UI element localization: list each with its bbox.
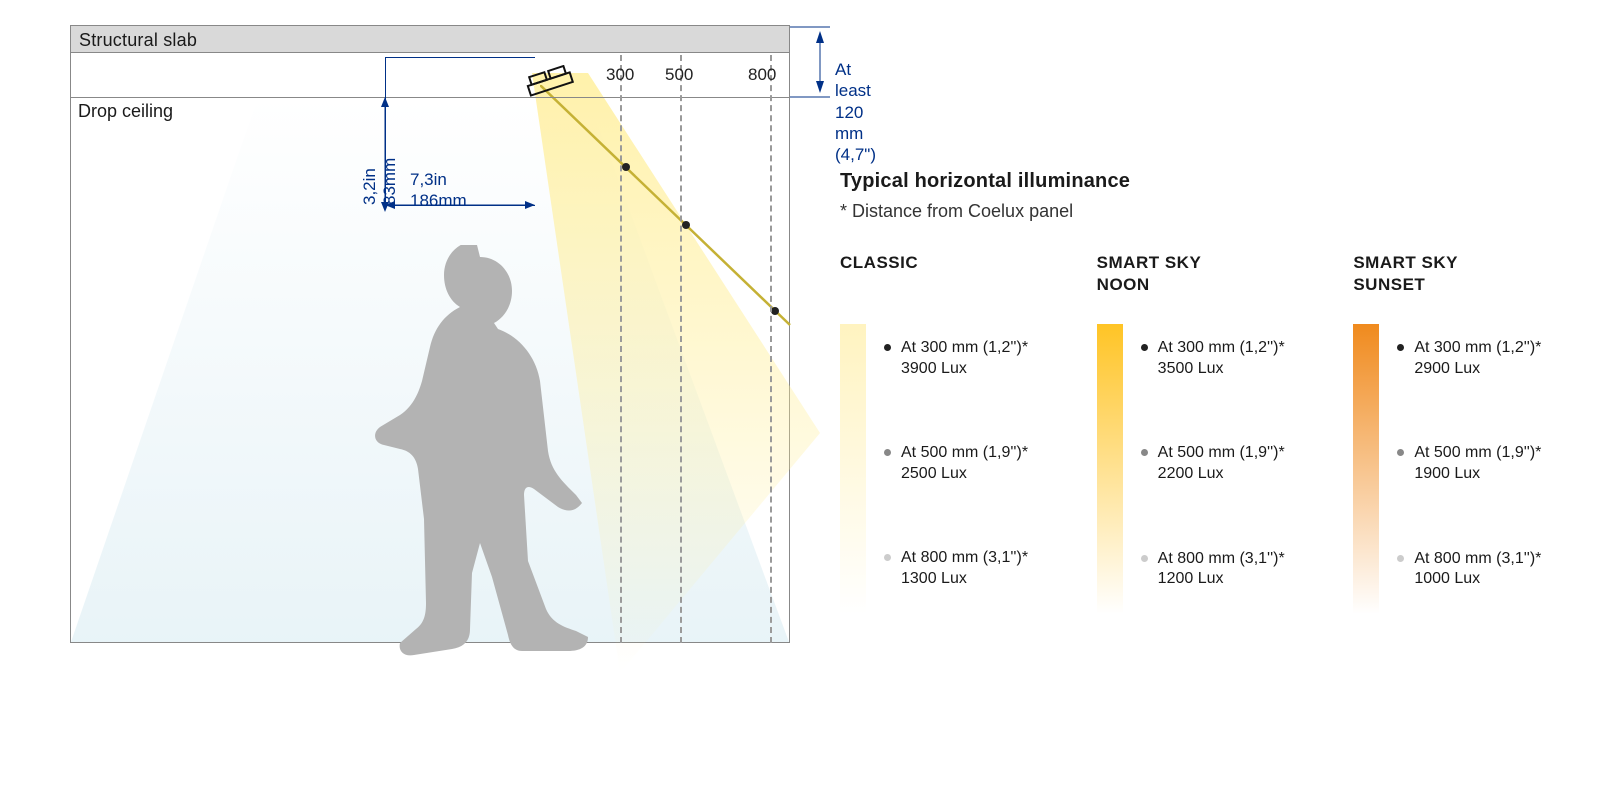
entry-distance: At 500 mm (1,9'')*: [1158, 443, 1285, 464]
entry-lux: 2500 Lux: [901, 464, 1028, 485]
clearance-line1: At least 120 mm: [835, 59, 876, 144]
entries-list: At 300 mm (1,2'')*2900 Lux At 500 mm (1,9…: [1397, 324, 1541, 614]
entry-text: At 300 mm (1,2'')*3900 Lux: [901, 338, 1028, 380]
bullet-dot-icon: [1397, 449, 1404, 456]
entry-lux: 1000 Lux: [1414, 569, 1541, 590]
gradient-bar: [840, 324, 866, 614]
clearance-label: At least 120 mm (4,7"): [835, 59, 876, 165]
structural-slab: Structural slab: [70, 25, 790, 53]
entry-distance: At 800 mm (3,1'')*: [901, 548, 1028, 569]
bullet-dot-icon: [1397, 555, 1404, 562]
entry-text: At 300 mm (1,2'')*3500 Lux: [1158, 338, 1285, 380]
dim-83-arrows: [378, 97, 392, 212]
bullet-dot-icon: [884, 554, 891, 561]
illuminance-entry: At 800 mm (3,1'')*1200 Lux: [1141, 549, 1285, 591]
panel-title: Typical horizontal illuminance: [840, 170, 1560, 193]
entry-lux: 2900 Lux: [1414, 359, 1541, 380]
panel-subtitle: * Distance from Coelux panel: [840, 201, 1560, 222]
column-title: SMART SKYSUNSET: [1353, 252, 1560, 296]
illuminance-entry: At 800 mm (3,1'')*1300 Lux: [884, 548, 1028, 590]
entry-text: At 500 mm (1,9'')*2200 Lux: [1158, 443, 1285, 485]
drop-ceiling-line: [70, 97, 790, 98]
column-title: SMART SKYNOON: [1097, 252, 1304, 296]
dash-line-800: [770, 55, 772, 643]
dim-83-label: 3,2in: [360, 168, 380, 205]
illuminance-column: SMART SKYNOONAt 300 mm (1,2'')*3500 LuxA…: [1097, 252, 1304, 614]
entry-lux: 1200 Lux: [1158, 569, 1285, 590]
illuminance-entry: At 300 mm (1,2'')*3900 Lux: [884, 338, 1028, 380]
distance-label-500: 500: [665, 65, 693, 85]
gradient-bar: [1353, 324, 1379, 614]
entry-text: At 300 mm (1,2'')*2900 Lux: [1414, 338, 1541, 380]
dim-top-line: [385, 57, 535, 58]
entry-lux: 1300 Lux: [901, 569, 1028, 590]
distance-label-800: 800: [748, 65, 776, 85]
entries-list: At 300 mm (1,2'')*3900 Lux At 500 mm (1,9…: [884, 324, 1028, 614]
entry-lux: 1900 Lux: [1414, 464, 1541, 485]
illuminance-entry: At 500 mm (1,9'')*2200 Lux: [1141, 443, 1285, 485]
light-fixture-icon: [518, 65, 582, 101]
entry-distance: At 300 mm (1,2'')*: [1414, 338, 1541, 359]
slab-label: Structural slab: [79, 30, 197, 51]
entry-distance: At 500 mm (1,9'')*: [901, 443, 1028, 464]
entry-text: At 500 mm (1,9'')*1900 Lux: [1414, 443, 1541, 485]
bullet-dot-icon: [884, 344, 891, 351]
dash-line-300: [620, 55, 622, 643]
entry-text: At 500 mm (1,9'')*2500 Lux: [901, 443, 1028, 485]
dim-83-in: 3,2in: [360, 168, 379, 205]
column-body: At 300 mm (1,2'')*3500 Lux At 500 mm (1,9…: [1097, 324, 1304, 614]
installation-diagram: Structural slab Drop ceiling 300 500 800…: [70, 25, 790, 665]
illuminance-entry: At 300 mm (1,2'')*2900 Lux: [1397, 338, 1541, 380]
person-silhouette-icon: [330, 245, 600, 665]
bullet-dot-icon: [1141, 555, 1148, 562]
illuminance-column: CLASSIC At 300 mm (1,2'')*3900 Lux At 500 …: [840, 252, 1047, 614]
distance-label-300: 300: [606, 65, 634, 85]
column-body: At 300 mm (1,2'')*2900 Lux At 500 mm (1,9…: [1353, 324, 1560, 614]
entry-distance: At 300 mm (1,2'')*: [901, 338, 1028, 359]
entry-distance: At 500 mm (1,9'')*: [1414, 443, 1541, 464]
entry-lux: 3500 Lux: [1158, 359, 1285, 380]
bullet-dot-icon: [1141, 449, 1148, 456]
illuminance-panel: Typical horizontal illuminance * Distanc…: [840, 170, 1560, 614]
dim-186-label: 7,3in 186mm: [410, 169, 467, 212]
dim-186-mm: 186mm: [410, 190, 467, 211]
entry-distance: At 800 mm (3,1'')*: [1414, 549, 1541, 570]
entry-lux: 2200 Lux: [1158, 464, 1285, 485]
clearance-line2: (4,7"): [835, 144, 876, 165]
entry-text: At 800 mm (3,1'')*1000 Lux: [1414, 549, 1541, 591]
column-title: CLASSIC: [840, 252, 1047, 296]
entry-text: At 800 mm (3,1'')*1300 Lux: [901, 548, 1028, 590]
entry-text: At 800 mm (3,1'')*1200 Lux: [1158, 549, 1285, 591]
illuminance-entry: At 500 mm (1,9'')*1900 Lux: [1397, 443, 1541, 485]
drop-ceiling-label: Drop ceiling: [78, 101, 173, 122]
entry-lux: 3900 Lux: [901, 359, 1028, 380]
gradient-bar: [1097, 324, 1123, 614]
bullet-dot-icon: [1397, 344, 1404, 351]
illuminance-column: SMART SKYSUNSET At 300 mm (1,2'')*2900 Lu…: [1353, 252, 1560, 614]
illuminance-entry: At 800 mm (3,1'')*1000 Lux: [1397, 549, 1541, 591]
bullet-dot-icon: [1141, 344, 1148, 351]
column-body: At 300 mm (1,2'')*3900 Lux At 500 mm (1,9…: [840, 324, 1047, 614]
illuminance-entry: At 300 mm (1,2'')*3500 Lux: [1141, 338, 1285, 380]
illuminance-columns: CLASSICAt 300 mm (1,2'')*3900 LuxAt 500 …: [840, 252, 1560, 614]
illuminance-entry: At 500 mm (1,9'')*2500 Lux: [884, 443, 1028, 485]
entry-distance: At 800 mm (3,1'')*: [1158, 549, 1285, 570]
entry-distance: At 300 mm (1,2'')*: [1158, 338, 1285, 359]
entries-list: At 300 mm (1,2'')*3500 Lux At 500 mm (1,9…: [1141, 324, 1285, 614]
dash-line-500: [680, 55, 682, 643]
dim-186-in: 7,3in: [410, 169, 467, 190]
bullet-dot-icon: [884, 449, 891, 456]
